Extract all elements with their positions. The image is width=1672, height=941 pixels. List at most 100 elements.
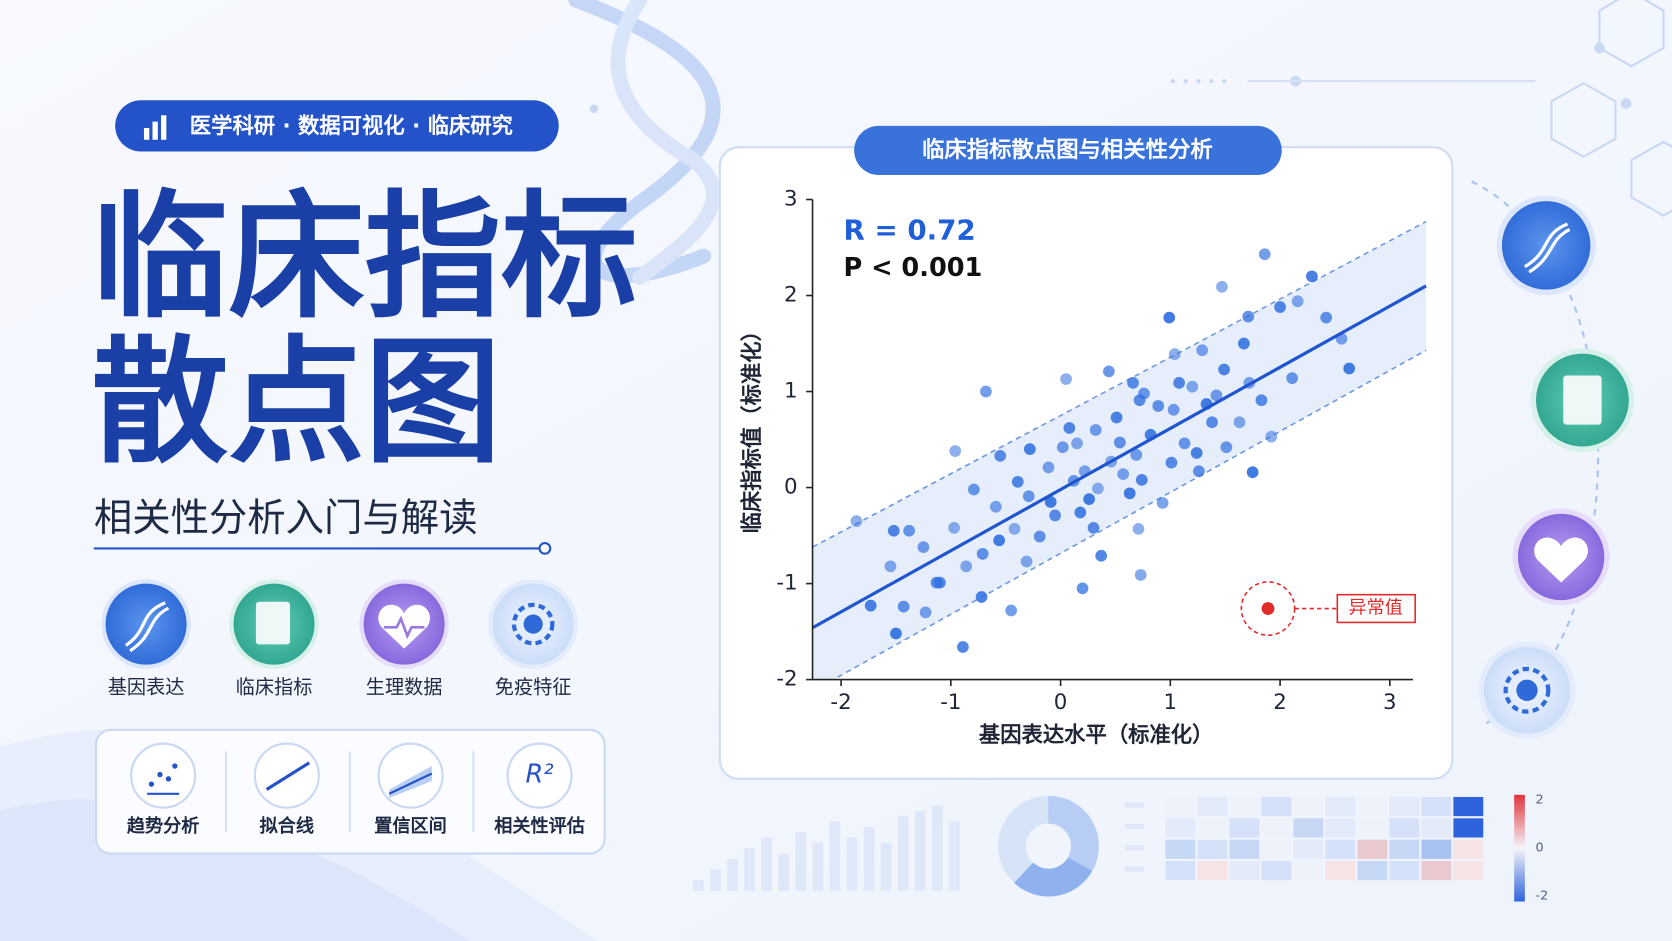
scatter-point: [864, 599, 877, 612]
heatmap-cell: [1229, 796, 1260, 817]
badge-text: 医学科研 · 数据可视化 · 临床研究: [190, 113, 513, 139]
heatmap-cell: [1453, 818, 1484, 838]
scatter-point: [993, 534, 1005, 547]
tool-label: 趋势分析: [127, 815, 199, 837]
scatter-point: [1060, 373, 1072, 385]
outlier-label-box: [1336, 593, 1416, 624]
scatter-point: [1022, 490, 1035, 503]
scatter-point: [1274, 301, 1286, 313]
tool-label: 相关性评估: [494, 815, 585, 837]
scatter-point: [1135, 474, 1148, 486]
scatter-point: [975, 591, 988, 603]
x-tick-label: 3: [1383, 690, 1397, 715]
scatter-point: [1092, 482, 1104, 495]
confidence-bound: [812, 220, 1427, 548]
heatmap-cell: [1421, 818, 1452, 838]
fit-line: [812, 284, 1427, 630]
scatter-point: [1258, 248, 1271, 261]
y-tick-label: 3: [784, 187, 798, 212]
heatmap-colorbar: [1514, 794, 1525, 902]
scatter-point: [1216, 281, 1228, 293]
scatter-point: [1020, 555, 1033, 568]
scatter-point: [1291, 295, 1304, 308]
scatter-point: [1343, 362, 1356, 375]
feature-icons: [101, 579, 578, 669]
colorbar-tick-label: 0: [1536, 841, 1544, 856]
scatter-point: [1165, 456, 1178, 469]
heatmap-cell: [1325, 796, 1356, 817]
x-tick-label: 2: [1273, 690, 1287, 715]
scatter-point: [890, 627, 902, 640]
scatter-point: [1087, 522, 1100, 534]
underline-dot: [538, 541, 552, 555]
scatter-point: [1089, 424, 1102, 436]
scatter-point: [1042, 461, 1055, 474]
heatmap-cell: [1389, 860, 1420, 881]
scatter-point: [1074, 506, 1087, 519]
x-tick-label: 1: [1164, 690, 1178, 715]
scatter-point: [1056, 441, 1069, 454]
scatter-point: [1167, 403, 1180, 416]
tool-dividers: [224, 751, 475, 833]
heatmap-cell: [1325, 818, 1356, 838]
heatmap-cell: [1421, 839, 1452, 859]
heatmap-cell: [1453, 860, 1484, 881]
scatter-point: [1023, 443, 1036, 456]
scatter-point: [919, 606, 932, 619]
dna-decoration: [568, 0, 721, 285]
heatmap-cell: [1293, 860, 1324, 881]
scatter-point: [1005, 604, 1018, 617]
scatter-point: [994, 450, 1007, 462]
scatter-point: [949, 445, 962, 457]
scatter-point: [933, 576, 946, 589]
scatter-point: [1220, 441, 1233, 454]
scatter-point: [976, 547, 989, 560]
heatmap-cell: [1197, 860, 1228, 881]
heatmap-cell: [1165, 818, 1196, 838]
scatter-point: [1095, 549, 1108, 562]
scatter-point: [1123, 487, 1136, 500]
heatmap-cell: [1197, 839, 1228, 859]
tool-glyphs: [147, 761, 433, 799]
title-line: 临床指标: [92, 178, 638, 337]
scatter-point: [850, 515, 863, 528]
heatmap-cell: [1165, 796, 1196, 817]
x-tick-label: -1: [940, 690, 961, 715]
outlier-label: 异常值: [1349, 598, 1403, 619]
heatmap-cell: [1293, 796, 1324, 817]
scatter-point: [1130, 449, 1143, 461]
scatter-point: [884, 560, 897, 573]
stat-p: P < 0.001: [843, 253, 982, 283]
plot: -2 -1 0 1 2 3 -2 -1 0 1 2 3 异常值: [776, 187, 1427, 715]
scatter-point: [1076, 582, 1089, 595]
heatmap-cell: [1357, 839, 1388, 859]
scatter-point: [1117, 468, 1130, 480]
heatmap-cell: [1421, 860, 1452, 881]
scatter-point: [1011, 475, 1024, 488]
scatter-point: [1168, 348, 1181, 360]
feature-label: 基因表达: [108, 676, 185, 699]
scatter-point: [1063, 422, 1076, 434]
scatter-point: [1044, 496, 1057, 508]
decor-donut: [998, 795, 1099, 897]
scatter-point: [1265, 430, 1278, 443]
heatmap-row-label: [1124, 802, 1145, 808]
scatter-point: [968, 483, 980, 496]
scatter-point: [1233, 416, 1246, 429]
scatter-point: [1242, 310, 1255, 323]
subtitle: 相关性分析入门与解读: [94, 496, 478, 541]
scatter-point: [903, 524, 915, 537]
heatmap-cell: [1389, 796, 1420, 817]
heatmap-cell: [1261, 860, 1292, 881]
heatmap-cell: [1165, 839, 1196, 859]
scatter-point: [1238, 337, 1250, 350]
scatter-point: [1206, 416, 1218, 429]
feature-label: 免疫特征: [495, 676, 572, 699]
heatmap-cell: [1389, 818, 1420, 838]
heatmap-cell: [1325, 839, 1356, 859]
tool-label: 拟合线: [260, 815, 314, 837]
heatmap-row-label: [1124, 823, 1145, 829]
heatmap-cell: [1453, 796, 1484, 817]
heatmap-cell: [1357, 796, 1388, 817]
heatmap-cell: [1293, 818, 1324, 838]
